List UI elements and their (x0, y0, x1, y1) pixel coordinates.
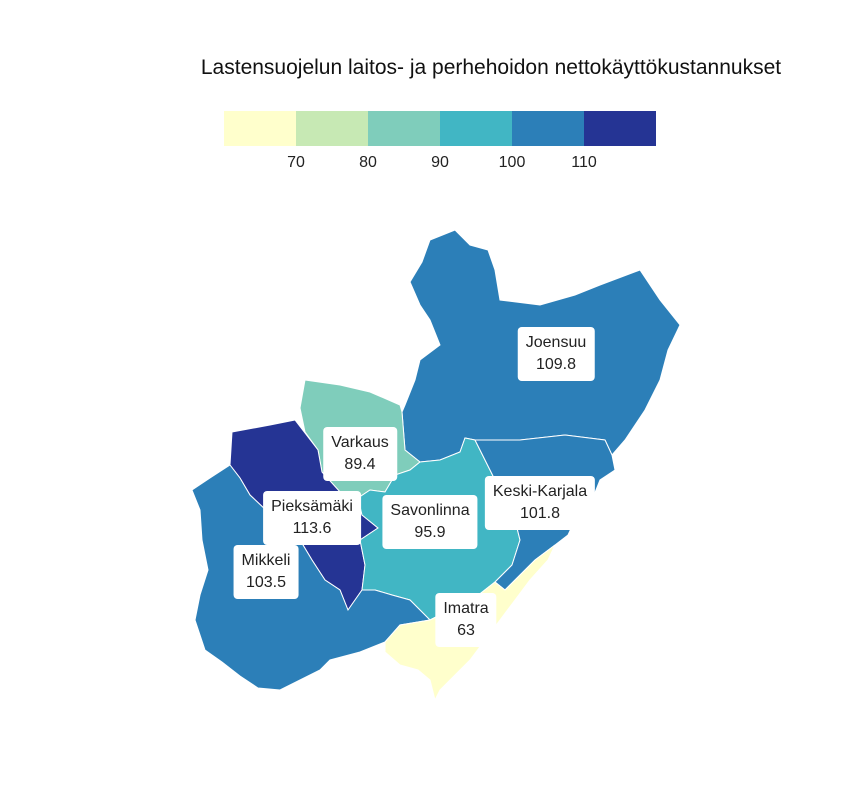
region-label-value: 89.4 (344, 456, 376, 473)
legend-swatch (224, 111, 296, 146)
region-label-name: Joensuu (525, 334, 587, 351)
legend-tick: 80 (359, 154, 377, 171)
region-label-name: Keski-Karjala (492, 483, 588, 500)
region-label-imatra: Imatra 63 (435, 593, 497, 647)
color-legend (224, 111, 656, 146)
legend-swatch (584, 111, 656, 146)
region-label-value: 63 (457, 622, 475, 639)
region-label-name: Savonlinna (390, 502, 470, 519)
legend-swatch (296, 111, 368, 146)
region-label-value: 113.6 (292, 520, 332, 537)
legend-tick: 90 (431, 154, 449, 171)
region-label-joensuu: Joensuu 109.8 (517, 327, 595, 381)
region-label-value: 95.9 (414, 524, 446, 541)
map-title: Lastensuojelun laitos- ja perhehoidon ne… (200, 56, 782, 79)
region-label-value: 109.8 (535, 356, 577, 373)
region-mikkeli[interactable] (191, 464, 432, 691)
legend-swatch (440, 111, 512, 146)
legend-swatch (512, 111, 584, 146)
region-label-mikkeli: Mikkeli 103.5 (233, 545, 299, 599)
region-label-pieksamaki: Pieksämäki 113.6 (263, 491, 361, 545)
legend-tick: 110 (571, 154, 597, 171)
legend-swatch (368, 111, 440, 146)
legend-tick: 100 (498, 154, 526, 171)
region-label-keski-karjala: Keski-Karjala 101.8 (484, 476, 596, 530)
region-label-name: Varkaus (331, 434, 389, 451)
legend-ticks: 70 80 90 100 110 (224, 154, 656, 174)
region-label-name: Imatra (443, 600, 489, 617)
region-label-varkaus: Varkaus 89.4 (323, 427, 397, 481)
region-label-value: 103.5 (245, 574, 287, 591)
region-label-value: 101.8 (519, 505, 561, 522)
legend-tick: 70 (287, 154, 305, 171)
region-label-name: Mikkeli (241, 552, 291, 569)
region-label-name: Pieksämäki (271, 498, 353, 515)
region-label-savonlinna: Savonlinna 95.9 (382, 495, 478, 549)
